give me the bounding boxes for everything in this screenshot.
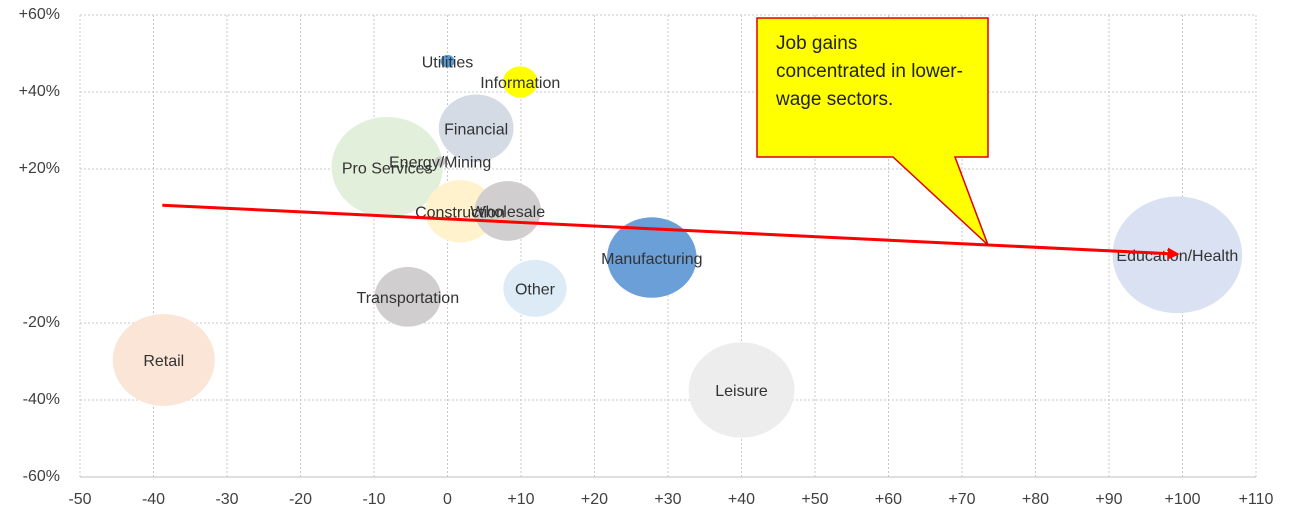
x-tick-label: +30 [654,491,681,508]
y-tick-label: +20% [19,160,60,177]
bubble-label: Manufacturing [601,251,702,268]
bubble-label: Financial [444,121,508,138]
x-tick-label: +40 [728,491,755,508]
callout-box [756,17,989,246]
y-tick-label: -40% [23,391,60,408]
x-tick-label: +60 [875,491,902,508]
bubble [374,266,441,327]
bubble [474,181,541,241]
x-tick-label: 0 [443,491,452,508]
bubble [425,180,495,243]
bubble [440,54,455,68]
trend [162,203,1180,260]
y-tick-label: -20% [23,314,60,331]
x-tick-label: -20 [289,491,312,508]
x-tick-label: -30 [215,491,238,508]
x-tick-label: +70 [948,491,975,508]
y-tick-label: +40% [19,83,60,100]
x-tick-label: +90 [1095,491,1122,508]
x-tick-label: +100 [1164,491,1200,508]
x-tick-label: +50 [801,491,828,508]
bubble [607,217,697,298]
annotation: Job gains concentrated in lower-wage sec… [776,33,963,110]
x-tick-label: -50 [68,491,91,508]
x-tick-label: +110 [1239,491,1274,508]
bubble-label: Energy/Mining [389,155,491,172]
x-tick-label: -40 [142,491,165,508]
bubble [502,66,538,98]
bubble-label: Retail [143,353,184,370]
x-tick-label: +10 [507,491,534,508]
x-tick-label: -10 [362,491,385,508]
x-tick-label: +20 [581,491,608,508]
bubble-label: Information [480,75,560,92]
y-tick-label: -60% [23,468,60,485]
bubble-label: Other [515,282,556,299]
trend-line [162,203,1180,260]
bubble [503,259,567,317]
bubble [438,94,514,162]
bubble-label: Utilities [422,54,474,71]
bubble [434,156,446,167]
bubble [112,314,215,406]
bubble [331,116,443,218]
x-tick-label: +80 [1022,491,1049,508]
bubble [688,342,795,438]
bubble-label: Leisure [715,383,768,400]
bubble-label: Wholesale [470,204,545,221]
bubble-label: Transportation [357,290,460,307]
bubble-label: Pro Services [342,160,433,177]
y-tick-label: +60% [19,6,60,23]
